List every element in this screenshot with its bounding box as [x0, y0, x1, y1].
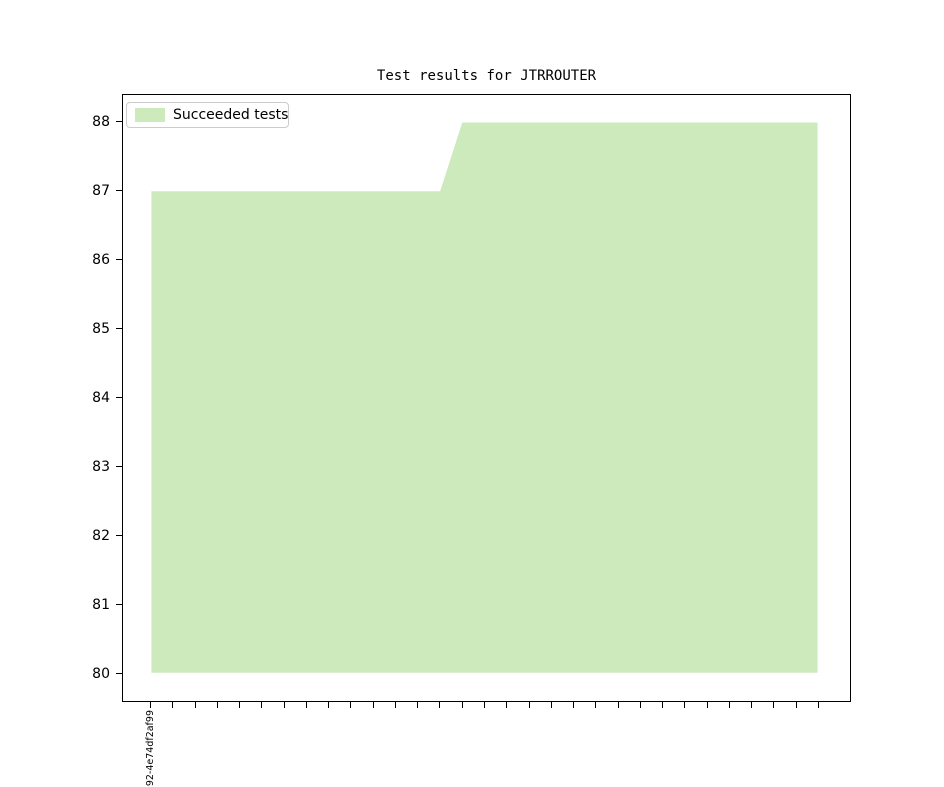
y-tick-mark [116, 604, 122, 606]
y-tick-label: 82 [92, 527, 110, 544]
x-tick-mark [328, 702, 330, 708]
x-tick-mark [305, 702, 307, 708]
y-tick-label: 80 [92, 665, 110, 682]
x-tick-mark [261, 702, 263, 708]
x-tick-mark [773, 702, 775, 708]
x-tick-mark [706, 702, 708, 708]
y-tick-mark [116, 259, 122, 261]
legend: Succeeded tests [126, 102, 289, 128]
legend-label: Succeeded tests [173, 107, 289, 123]
y-tick-label: 83 [92, 458, 110, 475]
x-tick-mark [818, 702, 819, 708]
x-tick-mark [216, 702, 218, 708]
x-tick-mark [728, 702, 730, 708]
x-tick-mark [194, 702, 196, 708]
x-tick-mark [684, 702, 686, 708]
x-tick-mark [662, 702, 664, 708]
y-tick-label: 87 [92, 182, 110, 199]
x-tick-mark [461, 702, 463, 708]
commit-id-label: 92-4e74df2af99 [145, 710, 156, 787]
x-tick-mark [528, 702, 530, 708]
x-tick-mark [573, 702, 575, 708]
y-tick-mark [116, 121, 122, 123]
y-tick-mark [116, 673, 122, 675]
y-tick-mark [116, 535, 122, 537]
x-tick-mark [751, 702, 753, 708]
x-tick-mark [283, 702, 285, 708]
x-tick-mark [394, 702, 396, 708]
y-tick-mark [116, 466, 122, 468]
x-tick-mark [372, 702, 374, 708]
x-tick-mark [239, 702, 241, 708]
x-tick-mark [506, 702, 508, 708]
x-tick-mark [350, 702, 352, 708]
chart-title: Test results for JTRROUTER [376, 68, 597, 84]
x-tick-mark [417, 702, 419, 708]
y-tick-label: 86 [92, 251, 110, 268]
y-tick-label: 81 [92, 596, 110, 613]
x-tick-mark [639, 702, 641, 708]
y-tick-label: 88 [92, 113, 110, 130]
y-tick-label: 84 [92, 389, 110, 406]
x-tick-mark [795, 702, 797, 708]
x-tick-mark [484, 702, 485, 708]
succeeded-tests-area-series [151, 122, 818, 673]
x-tick-mark [150, 702, 151, 708]
y-tick-mark [116, 190, 122, 192]
y-tick-mark [116, 328, 122, 330]
plot-area: Succeeded tests [122, 94, 851, 702]
x-tick-mark [550, 702, 552, 708]
y-tick-label: 85 [92, 320, 110, 337]
x-tick-mark [617, 702, 619, 708]
legend-swatch-succeeded-tests [135, 108, 165, 122]
x-tick-mark [172, 702, 174, 708]
y-tick-mark [116, 397, 122, 399]
x-tick-mark [439, 702, 441, 708]
x-tick-mark [595, 702, 597, 708]
